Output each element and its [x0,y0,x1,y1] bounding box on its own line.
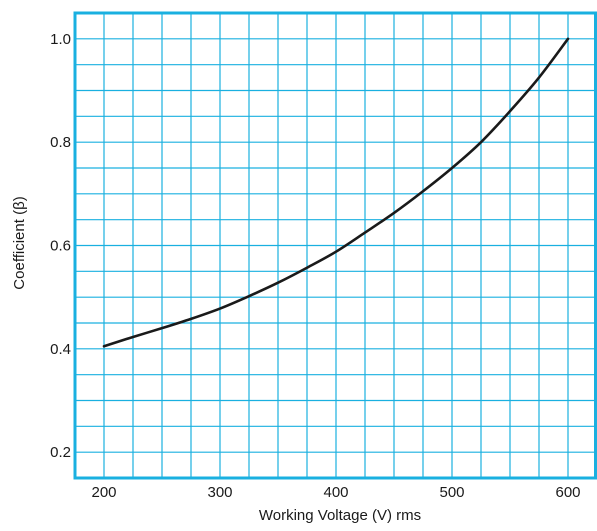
x-tick-label: 600 [555,484,580,501]
y-axis-ticks: 0.2 0.4 0.6 0.8 1.0 [50,31,71,461]
x-tick-label: 500 [439,484,464,501]
grid [75,13,597,478]
series-layer [102,37,570,348]
y-axis-title: Coefficient (β) [11,196,28,289]
y-tick-label: 0.8 [50,134,71,151]
y-tick-label: 0.2 [50,444,71,461]
plot-frame [73,11,597,480]
x-tick-label: 200 [91,484,116,501]
plot-border [73,11,597,480]
x-axis-ticks: 200 300 400 500 600 [91,484,580,501]
y-tick-label: 0.4 [50,341,71,358]
x-tick-label: 300 [207,484,232,501]
y-tick-label: 1.0 [50,31,71,48]
y-tick-label: 0.6 [50,238,71,255]
x-tick-label: 400 [323,484,348,501]
x-axis-title: Working Voltage (V) rms [259,507,421,524]
series-line-0 [102,37,570,348]
